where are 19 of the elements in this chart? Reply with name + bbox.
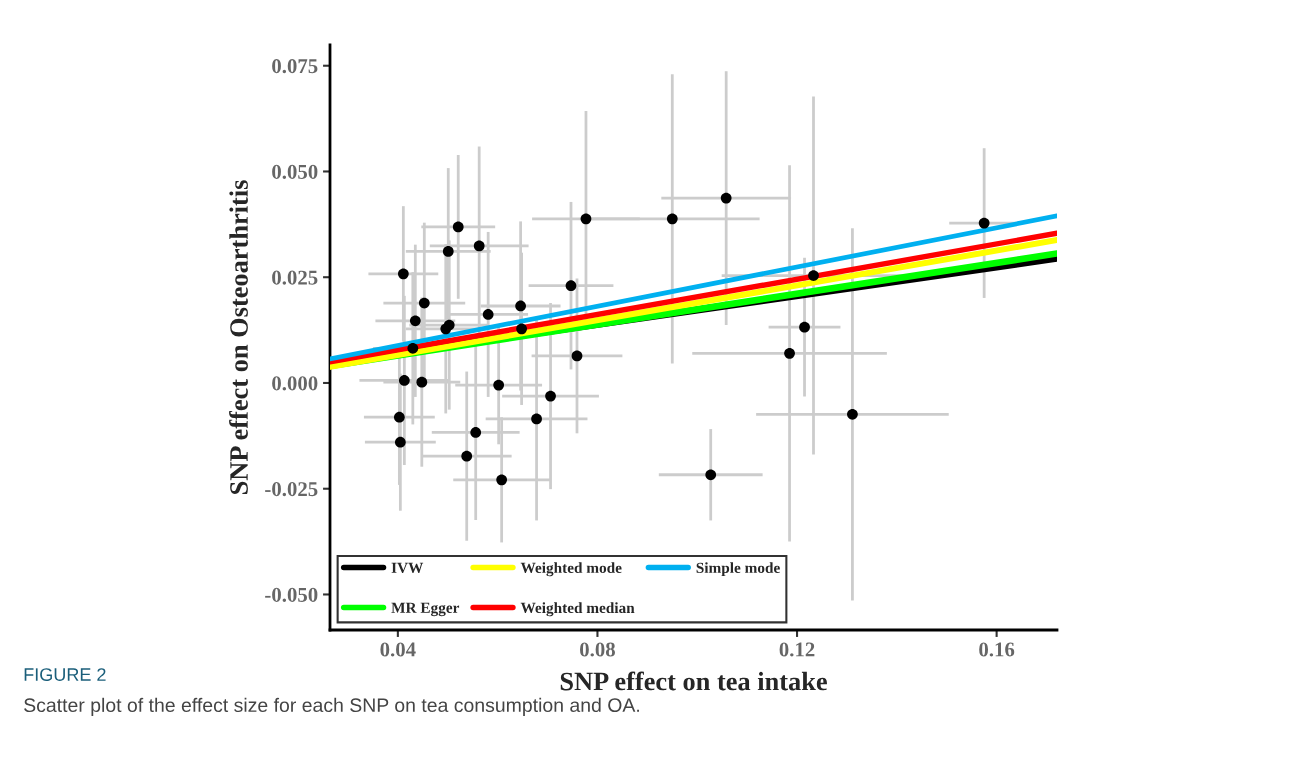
legend-label: Weighted median [520, 602, 635, 617]
legend-label: Weighted mode [520, 562, 622, 577]
text: Scatter plot of the effect size for each SNP on tea consumption and OA. [24, 697, 639, 716]
y-tick-label: 0.025 [272, 270, 318, 285]
y-tick-label: 0.000 [272, 376, 318, 391]
y-tick-label: -0.025 [265, 482, 318, 497]
legend-label: IVW [391, 562, 424, 574]
y-axis-title: SNP effect on Osteoarthritis [229, 180, 248, 495]
x-axis-title: SNP effect on tea intake [560, 671, 827, 691]
y-tick-label: 0.050 [272, 164, 318, 179]
legend-label: Simple mode [696, 562, 780, 577]
x-tick-label: 0.12 [779, 642, 815, 657]
x-tick-label: 0.08 [580, 642, 615, 657]
x-tick-label: 0.16 [979, 642, 1015, 657]
y-tick-label: -0.050 [265, 587, 318, 602]
x-tick-label: 0.04 [380, 642, 416, 657]
caption: FIGURE 2 [24, 668, 106, 681]
legend-label: MR Egger [391, 602, 460, 617]
y-tick-label: 0.075 [272, 59, 318, 74]
